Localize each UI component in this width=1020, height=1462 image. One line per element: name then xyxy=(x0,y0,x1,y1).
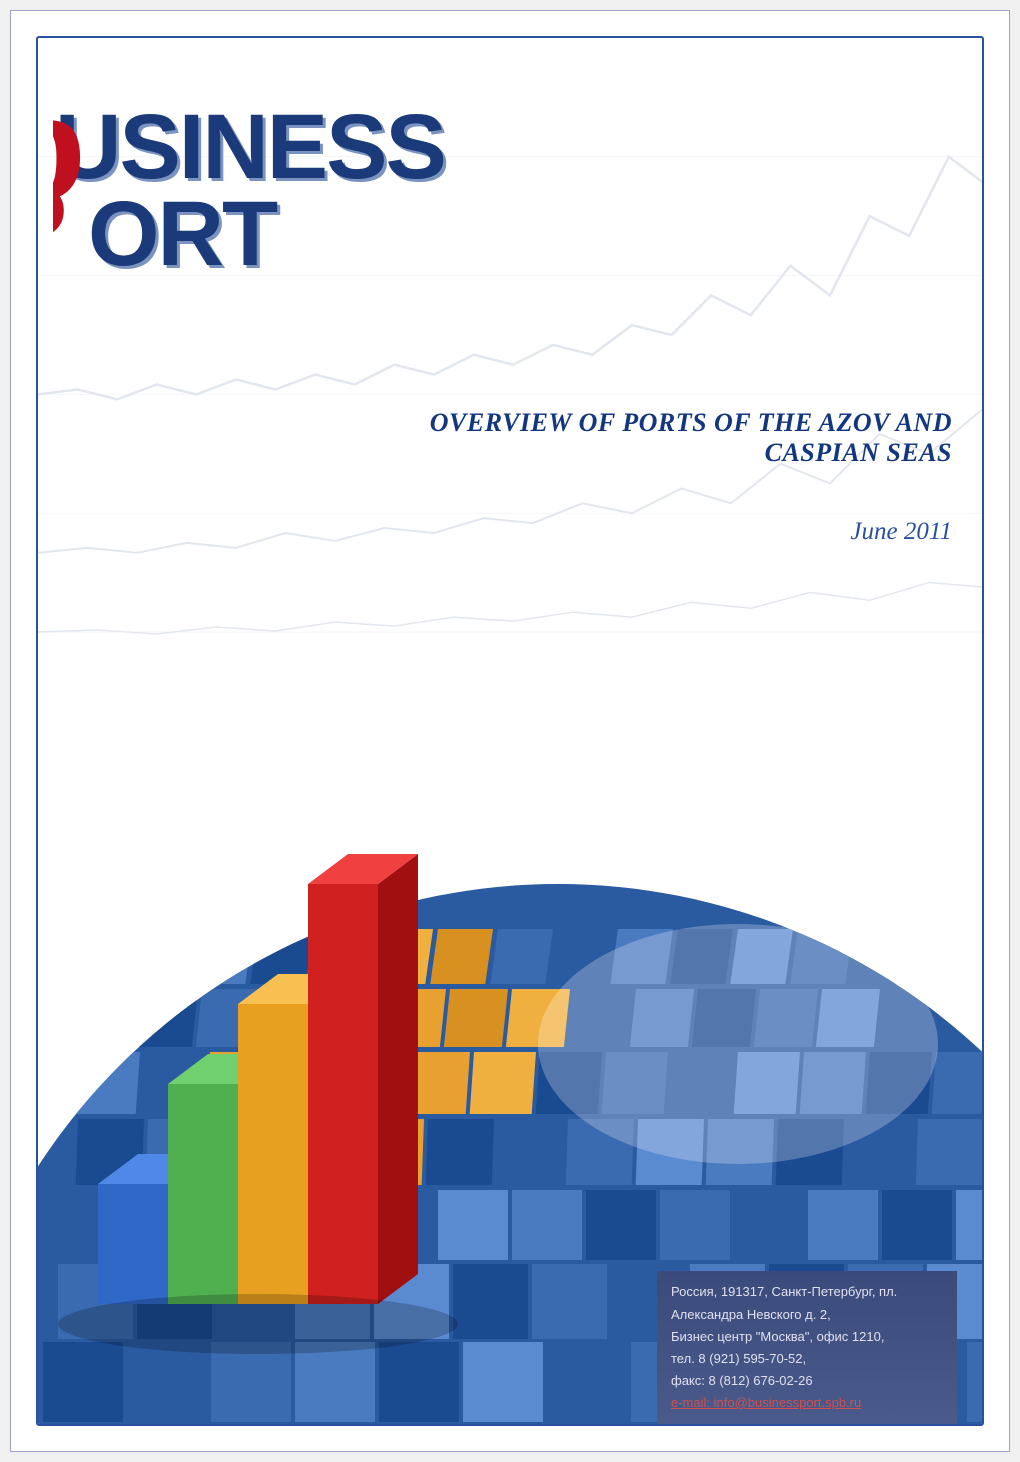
title-line-1: OVERVIEW OF PORTS OF THE AZOV AND xyxy=(430,408,952,437)
document-date: June 2011 xyxy=(850,518,952,546)
contact-email: e-mail: info@businessport.spb.ru xyxy=(671,1392,943,1414)
business-port-logo: USINESS ORT USINESS ORT b P xyxy=(53,73,503,303)
contact-fax: факс: 8 (812) 676-02-26 xyxy=(671,1370,943,1392)
bar-1 xyxy=(98,1154,208,1304)
contact-address-2: Александра Невского д. 2, xyxy=(671,1304,943,1326)
bar-chart-3d xyxy=(58,854,458,1354)
logo-bottom-word: ORT xyxy=(88,183,278,285)
contact-address-1: Россия, 191317, Санкт-Петербург, пл. xyxy=(671,1281,943,1303)
document-frame: USINESS ORT USINESS ORT b P OVERVIEW OF … xyxy=(36,36,984,1426)
contact-address-3: Бизнес центр "Москва", офис 1210, xyxy=(671,1326,943,1348)
bar-3 xyxy=(238,974,348,1304)
logo-accent-p: P xyxy=(53,162,68,290)
date-text: June 2011 xyxy=(850,518,952,545)
title-line-2: CASPIAN SEAS xyxy=(765,438,952,467)
page: USINESS ORT USINESS ORT b P OVERVIEW OF … xyxy=(10,10,1010,1452)
bar-4 xyxy=(308,854,418,1304)
contact-phone: тел. 8 (921) 595-70-52, xyxy=(671,1348,943,1370)
document-title: OVERVIEW OF PORTS OF THE AZOV AND CASPIA… xyxy=(430,408,952,468)
bar-2 xyxy=(168,1054,278,1304)
contact-info-box: Россия, 191317, Санкт-Петербург, пл. Але… xyxy=(657,1271,957,1424)
